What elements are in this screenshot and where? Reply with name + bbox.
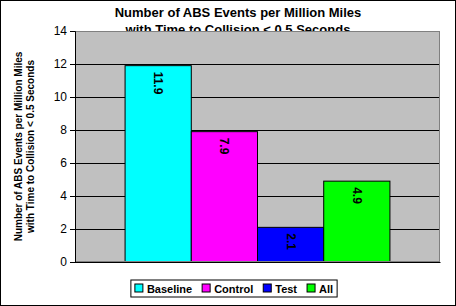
grid-line <box>75 64 440 65</box>
y-tick: 2 <box>60 222 75 236</box>
legend-label: Test <box>275 283 297 295</box>
chart-border <box>1 1 456 306</box>
legend-swatch <box>202 284 210 292</box>
x-axis <box>76 262 441 264</box>
y-tick-label: 8 <box>60 123 67 137</box>
y-tick: 10 <box>54 90 75 104</box>
y-axis: 0 2 4 6 8 10 12 14 <box>54 24 76 269</box>
legend-swatch <box>307 284 315 292</box>
y-tick-mark <box>70 229 75 230</box>
y-tick-label: 0 <box>60 255 67 269</box>
y-tick: 6 <box>60 156 75 170</box>
bars <box>125 66 390 262</box>
y-tick-label: 6 <box>60 156 67 170</box>
grid-line <box>75 262 440 263</box>
y-tick: 4 <box>60 189 75 203</box>
bar <box>258 227 324 262</box>
data-label: 2.1 <box>284 233 298 250</box>
chart: Number of ABS Events per Million Mileswi… <box>0 0 456 306</box>
bar <box>125 66 191 262</box>
legend-label: All <box>319 283 333 295</box>
legend-swatch <box>135 284 143 292</box>
y-tick-mark <box>70 31 75 32</box>
y-tick: 0 <box>60 255 75 269</box>
y-axis-title: Number of ABS Events per Million Miles <box>13 51 24 241</box>
y-tick-mark <box>70 163 75 164</box>
y-tick-label: 14 <box>54 24 68 38</box>
data-label: 4.9 <box>350 187 364 204</box>
title: Number of ABS Events per Million Miles <box>115 5 362 20</box>
y-tick: 14 <box>54 24 75 38</box>
y-tick-label: 12 <box>54 57 68 71</box>
data-label: 7.9 <box>217 138 231 155</box>
legend-box <box>131 280 337 297</box>
y-tick: 12 <box>54 57 75 71</box>
y-tick-mark <box>70 97 75 98</box>
x-axis-line <box>76 262 441 263</box>
y-tick-label: 2 <box>60 222 67 236</box>
y-axis-title: with Time to Collision < 0.5 Seconds <box>25 60 36 234</box>
legend-label: Baseline <box>147 283 192 295</box>
y-axis-line <box>70 32 76 263</box>
data-label: 11.9 <box>151 72 165 95</box>
y-tick-label: 4 <box>60 189 67 203</box>
bar <box>324 181 390 262</box>
legend-swatch <box>263 284 271 292</box>
bar <box>191 132 257 262</box>
grid <box>75 32 440 263</box>
plot-area <box>75 31 440 262</box>
legend-label: Control <box>214 283 253 295</box>
y-tick-mark <box>70 64 75 65</box>
y-tick-label: 10 <box>54 90 68 104</box>
y-tick-mark <box>70 196 75 197</box>
plot-frame <box>76 32 440 262</box>
y-tick: 8 <box>60 123 75 137</box>
y-tick-mark <box>70 262 75 263</box>
legend: Baseline Control Test All <box>131 280 337 297</box>
y-tick-mark <box>70 130 75 131</box>
